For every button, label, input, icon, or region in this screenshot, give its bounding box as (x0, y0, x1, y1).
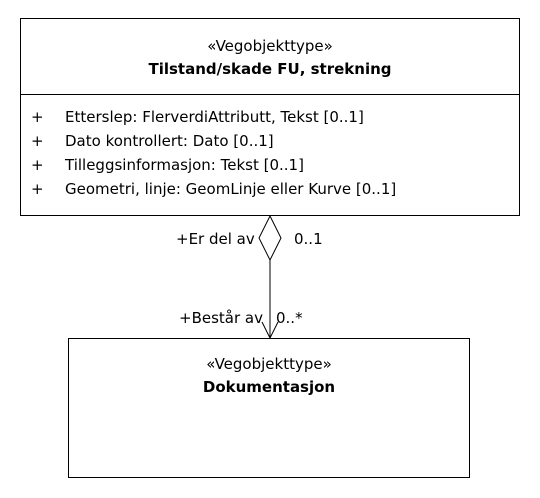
attribute-text: Geometri, linje: GeomLinje eller Kurve [… (65, 180, 397, 198)
attribute-visibility: + (31, 132, 44, 150)
attribute-row: + Geometri, linje: GeomLinje eller Kurve… (21, 177, 519, 201)
target-multiplicity-label: 0..* (276, 309, 303, 327)
source-multiplicity-label: 0..1 (294, 230, 323, 248)
source-role-label: +Er del av (176, 230, 255, 248)
attribute-text: Dato kontrollert: Dato [0..1] (65, 132, 274, 150)
attribute-text: Etterslep: FlerverdiAttributt, Tekst [0.… (65, 108, 364, 126)
class-stereotype: «Vegobjekttype» (207, 37, 333, 55)
class-header: «Vegobjekttype» Tilstand/skade FU, strek… (21, 19, 519, 95)
class-dokumentasjon[interactable]: «Vegobjekttype» Dokumentasjon (68, 338, 470, 478)
attribute-visibility: + (31, 108, 44, 126)
attribute-row: + Dato kontrollert: Dato [0..1] (21, 129, 519, 153)
aggregation-diamond-icon (258, 214, 282, 262)
attribute-row: + Tilleggsinformasjon: Tekst [0..1] (21, 153, 519, 177)
attribute-list: + Etterslep: FlerverdiAttributt, Tekst [… (21, 95, 519, 201)
attribute-visibility: + (31, 180, 44, 198)
target-role-label: +Består av (179, 309, 263, 327)
class-name: Tilstand/skade FU, strekning (148, 60, 392, 78)
attribute-row: + Etterslep: FlerverdiAttributt, Tekst [… (21, 105, 519, 129)
attribute-visibility: + (31, 156, 44, 174)
class-name: Dokumentasjon (202, 378, 336, 396)
class-tilstand-skade[interactable]: «Vegobjekttype» Tilstand/skade FU, strek… (20, 18, 520, 216)
class-stereotype: «Vegobjekttype» (206, 355, 332, 373)
attribute-text: Tilleggsinformasjon: Tekst [0..1] (65, 156, 304, 174)
